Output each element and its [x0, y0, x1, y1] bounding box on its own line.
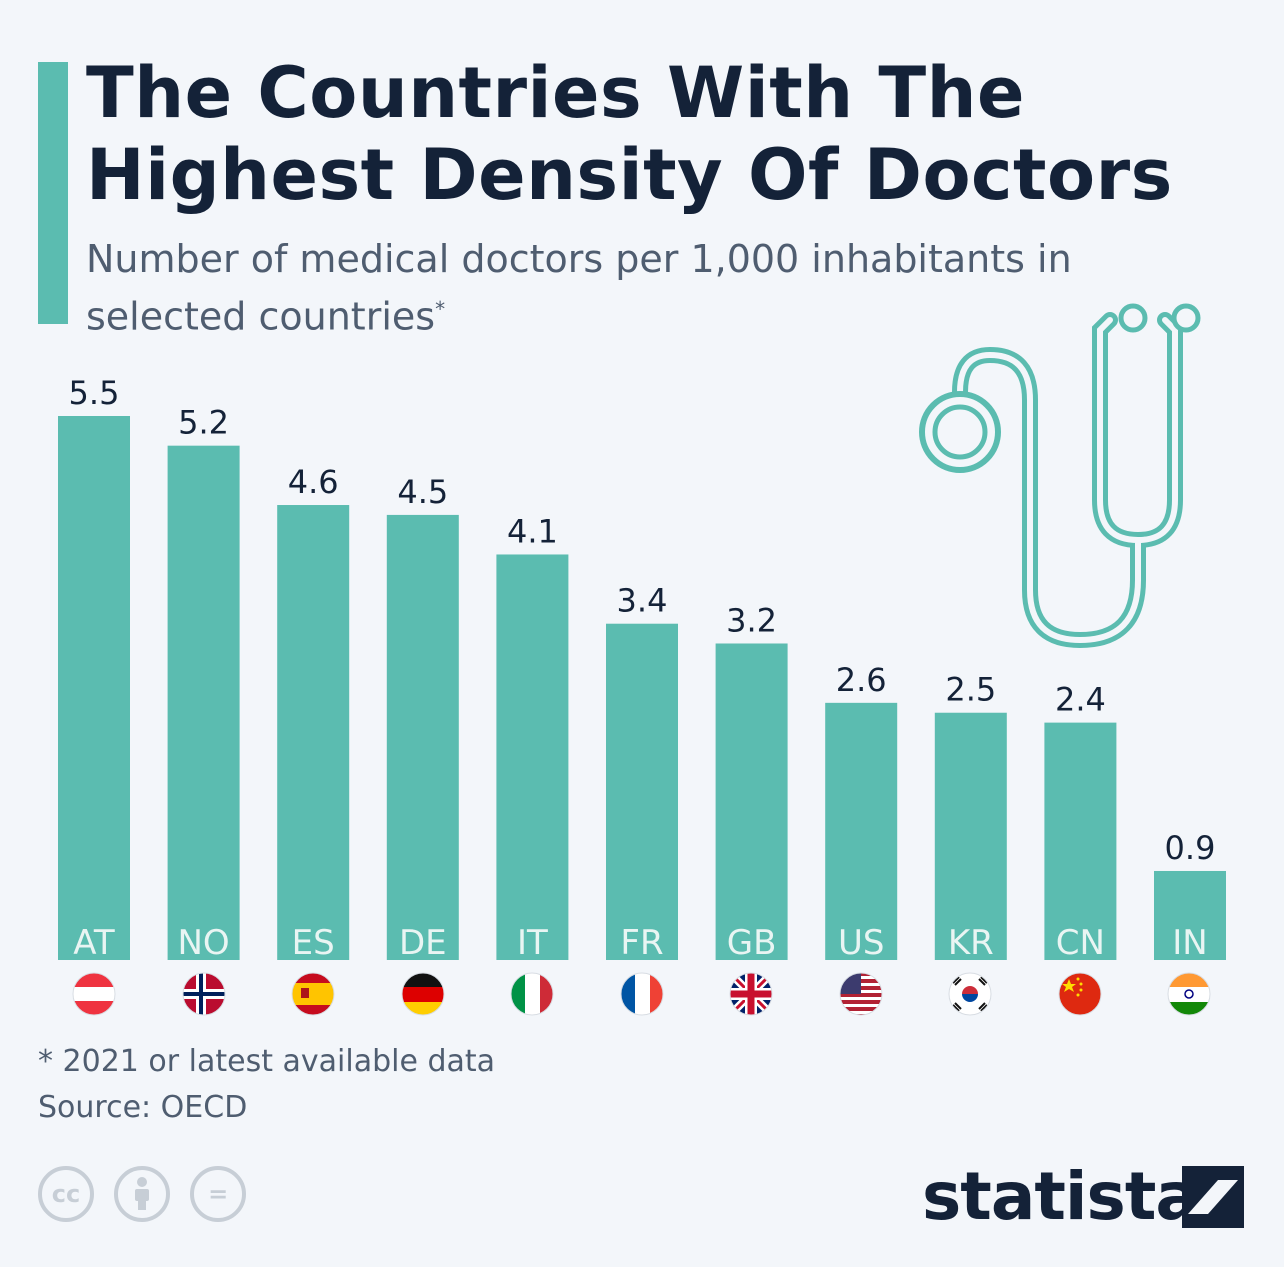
value-label-kr: 2.5 — [945, 671, 996, 709]
spain-flag-icon — [291, 972, 335, 1016]
value-label-fr: 3.4 — [617, 582, 668, 620]
category-label-fr: FR — [620, 923, 663, 963]
bar-gb — [715, 643, 788, 960]
bar-de — [386, 514, 459, 960]
category-label-gb: GB — [727, 923, 777, 963]
austria-flag-icon — [72, 972, 116, 1016]
value-label-no: 5.2 — [178, 404, 229, 442]
category-label-kr: KR — [948, 923, 994, 963]
bar-at — [58, 416, 130, 960]
bar-cn — [1044, 722, 1117, 960]
category-label-no: NO — [177, 923, 229, 963]
bar-kr — [934, 712, 1007, 960]
uk-flag-icon — [729, 972, 773, 1016]
license-icons: cc = — [38, 1166, 261, 1222]
category-label-it: IT — [517, 923, 548, 963]
bar-es — [277, 505, 350, 960]
bar-chart: 5.5 AT 5.2 NO 4.6 ES 4.5 DE 4.1 IT 3.4 FR 3.2 GB 2.6 US… — [58, 303, 1226, 1016]
bar-it — [496, 554, 569, 960]
value-label-gb: 3.2 — [726, 601, 777, 639]
footnote: * 2021 or latest available data — [38, 1044, 496, 1079]
value-label-es: 4.6 — [288, 463, 339, 501]
category-label-de: DE — [399, 923, 447, 963]
value-label-at: 5.5 — [69, 374, 120, 412]
bar-no — [167, 445, 240, 960]
france-flag-icon — [620, 972, 664, 1016]
category-label-us: US — [838, 923, 884, 963]
attribution-icon[interactable] — [114, 1166, 171, 1222]
bars: 5.5 AT 5.2 NO 4.6 ES 4.5 DE 4.1 IT 3.4 FR 3.2 GB 2.6 US… — [58, 374, 1226, 963]
statista-logo-mark-icon — [1182, 1166, 1244, 1228]
accent-bar — [38, 62, 68, 324]
category-label-es: ES — [292, 923, 335, 963]
subtitle-footnote-mark: * — [435, 297, 446, 321]
china-flag-icon — [1058, 972, 1102, 1016]
germany-flag-icon — [401, 972, 445, 1016]
flags-row — [72, 972, 1211, 1016]
bar-fr — [606, 623, 678, 960]
category-label-cn: CN — [1056, 923, 1105, 963]
value-label-it: 4.1 — [507, 512, 558, 550]
category-label-at: AT — [73, 923, 115, 963]
bar-in — [1154, 870, 1226, 960]
subtitle-text: Number of medical doctors per 1,000 inha… — [86, 237, 1072, 339]
value-label-in: 0.9 — [1165, 829, 1216, 867]
bar-us — [825, 702, 898, 960]
norway-flag-icon — [182, 972, 226, 1016]
cc-icon[interactable]: cc — [38, 1166, 94, 1222]
value-label-de: 4.5 — [397, 473, 448, 511]
india-flag-icon — [1167, 972, 1211, 1016]
italy-flag-icon — [510, 972, 554, 1016]
korea-flag-icon — [948, 972, 992, 1016]
value-label-cn: 2.4 — [1055, 681, 1106, 719]
chart-title: The Countries With The Highest Density O… — [86, 52, 1173, 216]
chart-subtitle: Number of medical doctors per 1,000 inha… — [86, 234, 1086, 342]
usa-flag-icon — [839, 972, 883, 1016]
category-label-in: IN — [1172, 923, 1207, 963]
stethoscope-icon — [919, 303, 1201, 649]
value-label-us: 2.6 — [836, 661, 887, 699]
no-derivatives-icon[interactable]: = — [190, 1166, 247, 1222]
source-note: Source: OECD — [38, 1090, 248, 1125]
statista-logo: statista — [922, 1158, 1200, 1235]
